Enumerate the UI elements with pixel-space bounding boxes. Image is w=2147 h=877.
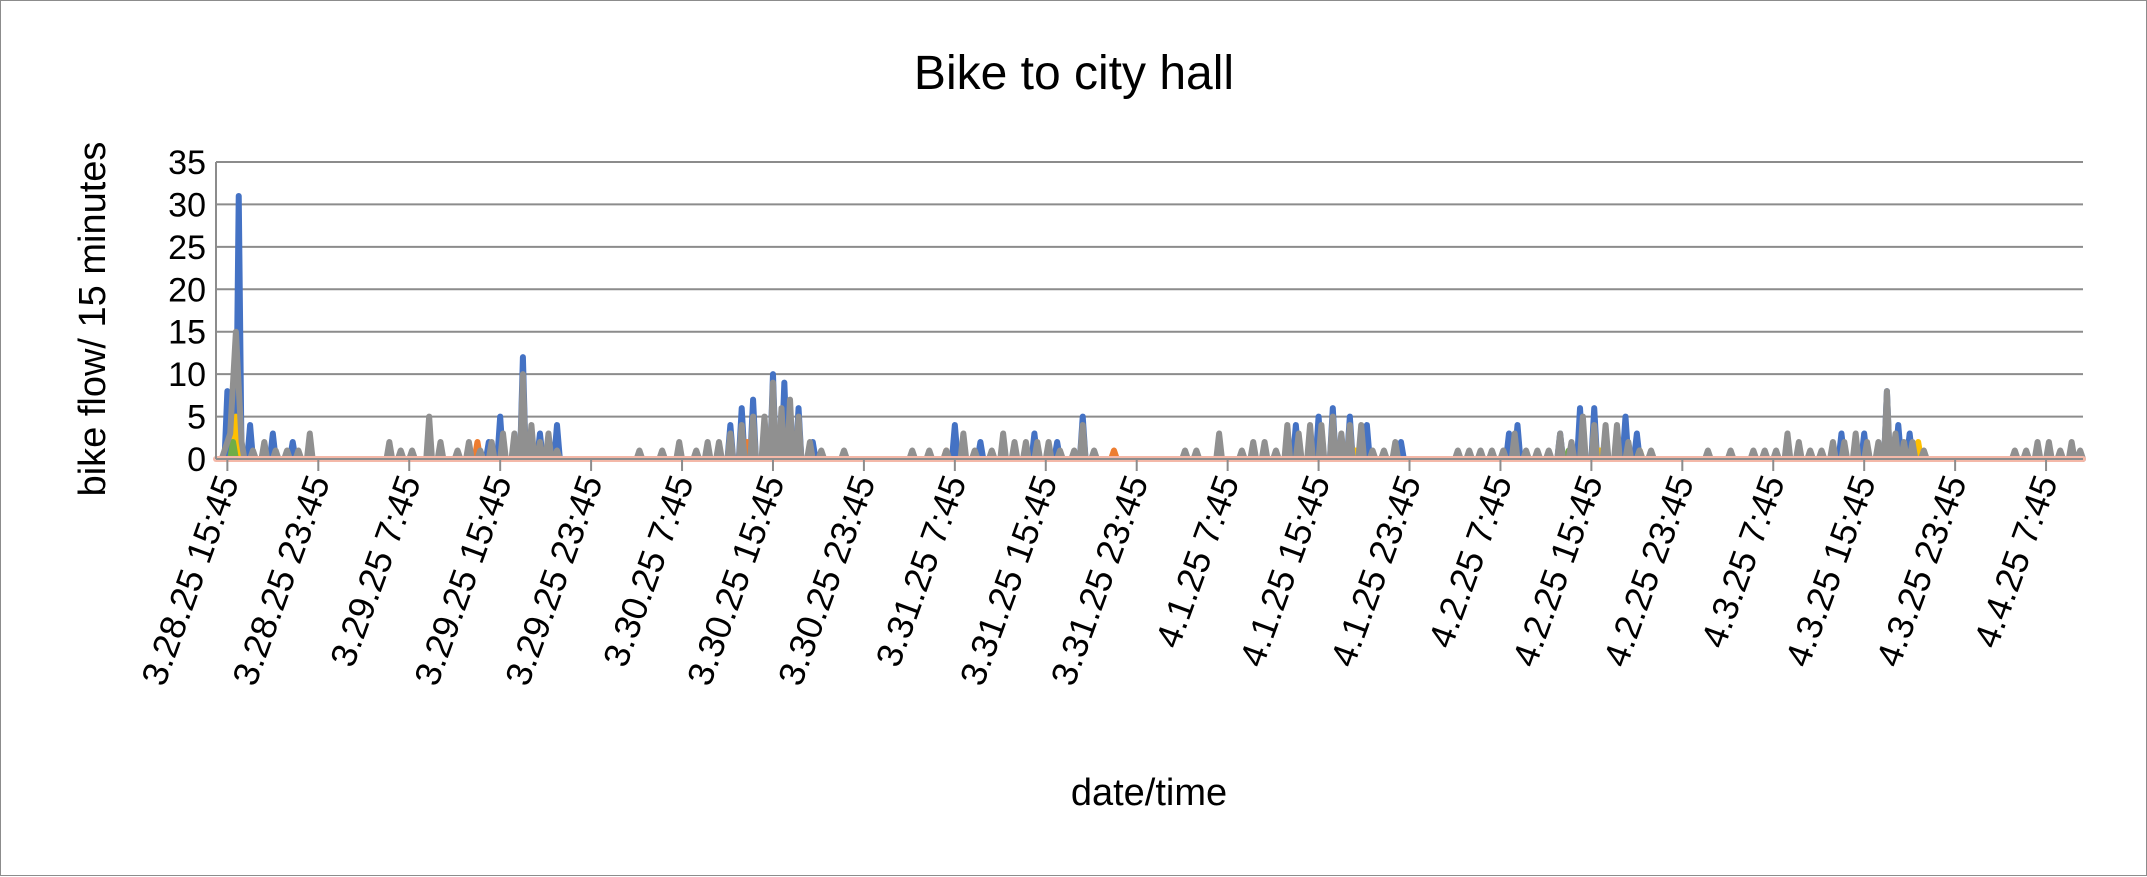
x-tick-15: 4.2.25 15:45 (1504, 470, 1611, 672)
x-tick-20: 4.4.25 7:45 (1965, 470, 2065, 653)
x-tick-8: 3.31.25 7:45 (867, 470, 974, 672)
series-line-0 (221, 192, 1916, 462)
x-tick-6: 3.30.25 15:45 (679, 470, 793, 691)
x-tick-7: 3.30.25 23:45 (770, 470, 884, 691)
y-tick-labels: 0 5 10 15 20 25 30 35 (168, 144, 206, 479)
y-tick-0: 0 (187, 441, 206, 479)
x-tick-1: 3.28.25 23:45 (224, 470, 338, 691)
x-axis (215, 162, 2083, 471)
x-tick-labels: 3.28.25 15:453.28.25 23:453.29.25 7:453.… (133, 470, 2066, 691)
y-tick-20: 20 (168, 271, 206, 309)
x-tick-19: 4.3.25 23:45 (1868, 470, 1975, 672)
x-tick-10: 3.31.25 23:45 (1042, 470, 1156, 691)
x-tick-17: 4.3.25 7:45 (1693, 470, 1793, 653)
y-tick-5: 5 (187, 399, 206, 437)
x-tick-16: 4.2.25 23:45 (1595, 470, 1702, 672)
x-tick-12: 4.1.25 15:45 (1231, 470, 1338, 672)
x-tick-4: 3.29.25 23:45 (497, 470, 611, 691)
y-tick-25: 25 (168, 229, 206, 267)
x-tick-13: 4.1.25 23:45 (1322, 470, 1429, 672)
x-tick-11: 4.1.25 7:45 (1147, 470, 1247, 653)
series-line-4 (218, 328, 2086, 462)
y-tick-10: 10 (168, 356, 206, 394)
gridlines (216, 161, 2083, 418)
series-layer (213, 192, 2086, 462)
x-tick-0: 3.28.25 15:45 (133, 470, 247, 691)
chart-title: Bike to city hall (914, 47, 1234, 100)
x-tick-14: 4.2.25 7:45 (1420, 470, 1520, 653)
x-axis-title: date/time (1071, 772, 1227, 814)
y-axis-title: bike flow/ 15 minutes (72, 142, 114, 497)
x-tick-3: 3.29.25 15:45 (406, 470, 520, 691)
y-tick-30: 30 (168, 186, 206, 224)
x-tick-2: 3.29.25 7:45 (322, 470, 429, 672)
y-tick-35: 35 (168, 144, 206, 182)
x-tick-5: 3.30.25 7:45 (595, 470, 702, 672)
y-tick-15: 15 (168, 314, 206, 352)
x-tick-18: 4.3.25 15:45 (1777, 470, 1884, 672)
x-tick-9: 3.31.25 15:45 (951, 470, 1065, 691)
